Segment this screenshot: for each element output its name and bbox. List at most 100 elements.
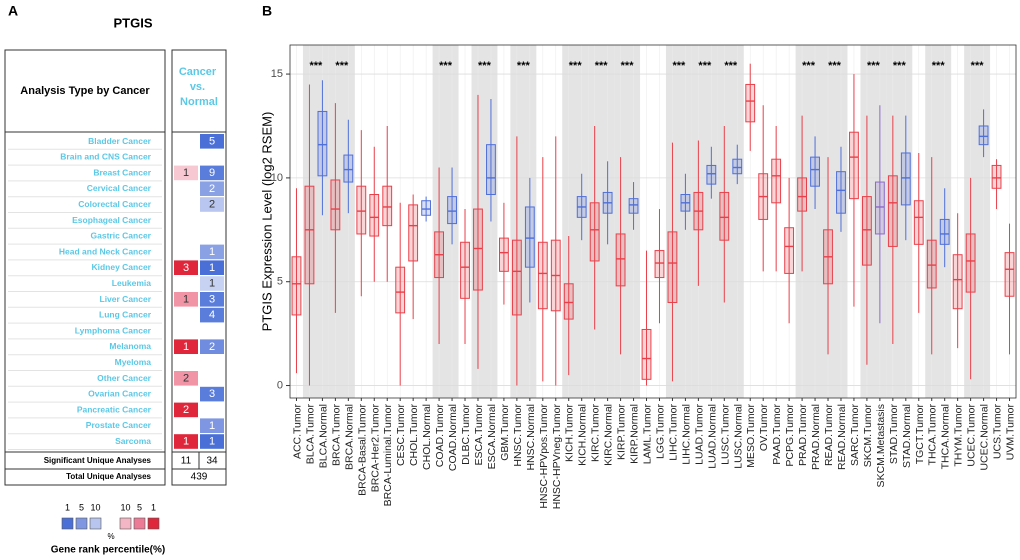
significance-shade [795,45,822,398]
significance-shade [302,45,329,398]
box [797,177,807,212]
box [874,181,885,235]
x-tick-label: CESC.Tumor [395,404,407,467]
analysis-count: 1 [209,246,215,258]
x-tick-label: UCEC.Tumor [966,404,978,467]
analysis-count: 1 [183,341,189,353]
cancer-type: Gastric Cancer [91,231,152,241]
box [356,185,367,235]
x-tick-label: PAAD.Tumor [771,404,783,465]
box [926,239,937,289]
rank-cell [174,339,198,354]
analysis-count: 2 [183,404,189,416]
legend-swatch [133,517,146,530]
significance-label: *** [478,60,492,72]
significance-label: *** [439,60,453,72]
cancer-type: Cervical Cancer [87,183,152,193]
x-tick-label: ESCA.Tumor [473,404,485,466]
x-tick-label: COAD.Normal [447,404,459,471]
cancer-type: Sarcoma [115,436,151,446]
x-tick-label: HNSC-HPVpos.Tumor [538,404,550,509]
y-tick-label: 15 [271,68,283,80]
box [706,164,717,185]
x-tick-label: KIRC.Normal [603,404,615,466]
analysis-count: 1 [209,262,215,274]
analysis-count: 2 [209,199,215,211]
legend-unit: % [107,532,114,541]
analysis-count: 1 [209,420,215,432]
analysis-count: 4 [209,309,215,321]
box [745,83,756,123]
box [810,156,820,187]
analysis-count: 1 [183,293,189,305]
significance-shade [691,45,718,398]
x-tick-label: CHOL.Tumor [408,404,420,467]
box [473,208,483,291]
significance-label: *** [971,60,985,72]
x-tick-label: READ.Tumor [823,404,835,467]
significance-shade [614,45,641,398]
significance-shade [717,45,744,398]
significance-shade [964,45,991,398]
rank-cell [174,402,198,418]
legend-swatch [89,517,102,530]
x-tick-label: UCS.Tumor [992,404,1004,460]
x-tick-label: LUSC.Tumor [719,403,731,464]
x-tick-label: LIHC.Normal [680,404,692,465]
cancer-type: Colorectal Cancer [78,199,151,209]
legend-swatch [119,517,132,530]
significance-label: *** [932,60,946,72]
analysis-count: 9 [209,167,215,179]
x-tick-label: LAML.Tumor [642,404,654,465]
cancer-type: Leukemia [112,278,151,288]
box [408,204,419,262]
x-tick-label: THCA.Tumor [927,404,939,466]
box [524,206,535,268]
x-tick-label: COAD.Tumor [434,403,446,467]
legend-swatch [61,517,74,530]
panel-title: PTGIS [113,15,152,30]
cancer-type: Liver Cancer [100,294,152,304]
x-tick-label: BRCA-Basal.Tumor [356,404,368,496]
box [421,200,432,216]
box [537,241,548,310]
summary-label: Total Unique Analyses [66,472,151,481]
summary-value: 34 [206,456,218,467]
legend-label: 5 [79,502,84,512]
box [511,239,522,316]
box [317,110,328,177]
box [395,266,406,314]
cancer-type: Pancreatic Cancer [77,404,152,414]
cancer-type: Esophageal Cancer [72,215,152,225]
significance-label: *** [595,60,609,72]
x-tick-label: LUAD.Normal [706,404,718,469]
box [589,202,600,262]
cancer-type: Bladder Cancer [88,136,152,146]
cancer-type: Other Cancer [97,373,152,383]
analysis-count: 2 [209,183,215,195]
box [563,283,574,320]
legend-label: 10 [90,502,100,512]
cancer-type: Lung Cancer [99,310,152,320]
significance-shade [821,45,848,398]
box [460,241,470,299]
box [771,158,782,204]
box [667,231,678,303]
x-tick-label: KIRP.Tumor [616,404,628,461]
x-tick-label: HNSC.Normal [525,404,537,471]
x-tick-label: DLBC.Tumor [460,403,472,464]
x-tick-label: SKCM.Metastasis [875,404,887,487]
legend-label: 5 [137,502,142,512]
cancer-type: Kidney Cancer [91,262,151,272]
significance-shade [886,45,913,398]
box [1004,252,1015,297]
analysis-count: 5 [209,135,215,147]
legend-swatch [75,517,88,530]
x-tick-label: UVM.Tumor [1005,404,1017,461]
box [913,200,924,245]
x-tick-label: UCEC.Normal [979,404,991,471]
significance-shade [588,45,615,398]
legend-title: Gene rank percentile(%) [51,545,165,556]
x-tick-label: PRAD.Normal [810,404,822,470]
